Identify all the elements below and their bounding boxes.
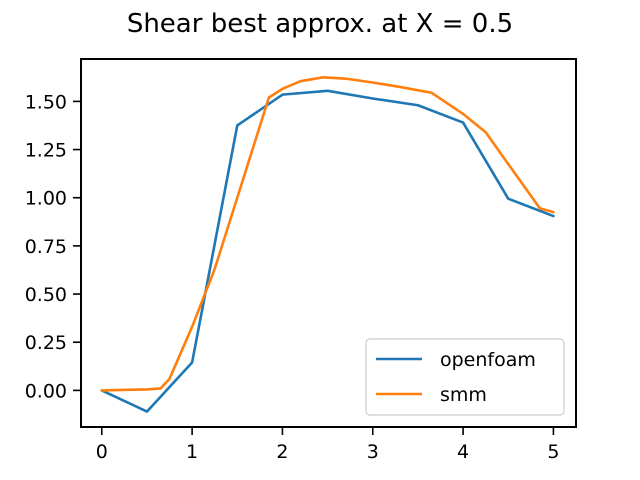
y-tick-label: 1.25 <box>25 140 67 162</box>
y-tick-label: 1.50 <box>25 91 67 113</box>
x-tick-label: 5 <box>547 441 559 463</box>
x-tick-label: 3 <box>367 441 379 463</box>
legend-label-openfoam: openfoam <box>440 349 536 371</box>
y-tick-label: 0.75 <box>25 236 67 258</box>
legend-label-smm: smm <box>440 384 487 406</box>
x-tick-label: 4 <box>457 441 469 463</box>
x-tick-label: 0 <box>96 441 108 463</box>
series-line-openfoam <box>100 89 555 413</box>
chart-title: Shear best approx. at X = 0.5 <box>127 9 513 39</box>
legend: openfoam smm <box>365 338 565 416</box>
y-tick-label: 1.00 <box>25 188 67 210</box>
y-axis: 0.00 0.25 0.50 0.75 1.00 1.25 1.50 <box>25 91 81 402</box>
x-axis: 0 1 2 3 4 5 <box>96 427 559 463</box>
y-tick-label: 0.25 <box>25 332 67 354</box>
plot-area-frame <box>80 58 577 428</box>
x-tick-label: 1 <box>186 441 198 463</box>
series-line-smm <box>100 76 555 392</box>
y-tick-label: 0.00 <box>25 380 67 402</box>
x-tick-label: 2 <box>276 441 288 463</box>
y-tick-label: 0.50 <box>25 284 67 306</box>
series-layer <box>100 76 555 413</box>
